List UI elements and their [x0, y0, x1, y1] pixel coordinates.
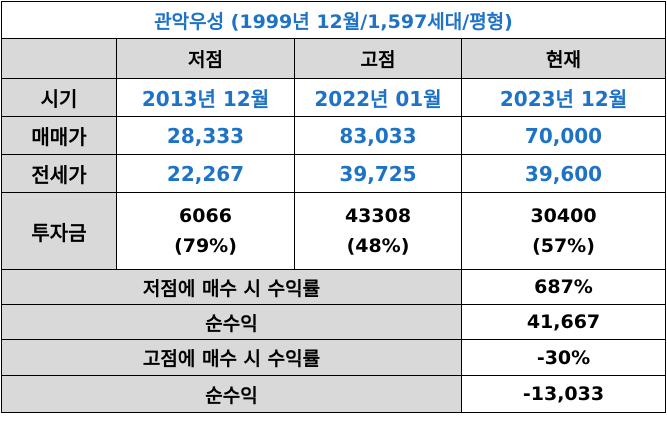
row-label-investment: 투자금 [1, 192, 117, 270]
summary-row: 고점에 매수 시 수익률 -30% [1, 339, 666, 376]
row-label-sale-price: 매매가 [1, 116, 117, 155]
investment-ratio: (79%) [174, 235, 237, 257]
cell-jeonse-price-high: 39,725 [294, 154, 462, 193]
summary-label-low-net-profit: 순수익 [1, 304, 462, 340]
investment-amount: 43308 [344, 205, 412, 227]
cell-jeonse-price-current: 39,600 [461, 154, 666, 193]
summary-row: 저점에 매수 시 수익률 687% [1, 269, 666, 305]
summary-label-high-buy-return: 고점에 매수 시 수익률 [1, 339, 462, 376]
cell-investment-high: 43308 (48%) [294, 192, 462, 270]
summary-row: 순수익 41,667 [1, 304, 666, 340]
table-row: 매매가 28,333 83,033 70,000 [1, 116, 666, 155]
cell-jeonse-price-low: 22,267 [116, 154, 295, 193]
summary-label-high-net-profit: 순수익 [1, 375, 462, 413]
table-row: 투자금 6066 (79%) 43308 (48%) 30400 (57%) [1, 192, 666, 270]
column-header-current: 현재 [461, 38, 666, 79]
summary-row: 순수익 -13,033 [1, 375, 666, 413]
row-label-period: 시기 [1, 78, 117, 117]
cell-period-current: 2023년 12월 [461, 78, 666, 117]
cell-period-high: 2022년 01월 [294, 78, 462, 117]
summary-value-high-buy-return: -30% [461, 339, 666, 376]
cell-sale-price-high: 83,033 [294, 116, 462, 155]
corner-cell [1, 38, 117, 79]
cell-period-low: 2013년 12월 [116, 78, 295, 117]
apartment-price-table: 관악우성 (1999년 12월/1,597세대/평형) 저점 고점 현재 시기 … [1, 1, 666, 413]
summary-value-low-net-profit: 41,667 [461, 304, 666, 340]
column-header-low: 저점 [116, 38, 295, 79]
column-header-high: 고점 [294, 38, 462, 79]
summary-value-high-net-profit: -13,033 [461, 375, 666, 413]
cell-sale-price-current: 70,000 [461, 116, 666, 155]
investment-amount: 30400 [530, 205, 597, 227]
cell-sale-price-low: 28,333 [116, 116, 295, 155]
cell-investment-current: 30400 (57%) [461, 192, 666, 270]
table-title: 관악우성 (1999년 12월/1,597세대/평형) [1, 1, 666, 39]
row-label-jeonse-price: 전세가 [1, 154, 117, 193]
summary-label-low-buy-return: 저점에 매수 시 수익률 [1, 269, 462, 305]
summary-value-low-buy-return: 687% [461, 269, 666, 305]
cell-investment-low: 6066 (79%) [116, 192, 295, 270]
investment-amount: 6066 [179, 205, 232, 227]
investment-ratio: (48%) [346, 235, 410, 257]
table-row: 전세가 22,267 39,725 39,600 [1, 154, 666, 193]
investment-ratio: (57%) [532, 235, 595, 257]
table-row: 시기 2013년 12월 2022년 01월 2023년 12월 [1, 78, 666, 117]
